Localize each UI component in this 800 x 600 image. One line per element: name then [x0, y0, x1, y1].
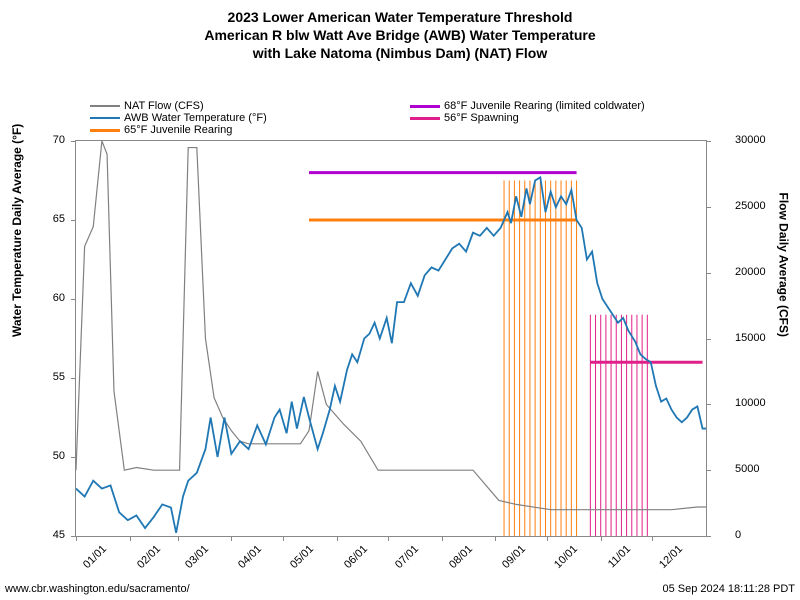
y-axis-left: 455055606570 [20, 140, 70, 535]
title-line1: 2023 Lower American Water Temperature Th… [0, 8, 800, 26]
chart-title: 2023 Lower American Water Temperature Th… [0, 0, 800, 63]
legend-item: NAT Flow (CFS) [90, 100, 267, 112]
plot-svg [76, 141, 706, 536]
legend-label: NAT Flow (CFS) [124, 100, 204, 112]
x-tick: 08/01 [447, 543, 475, 571]
y-right-tick: 25000 [735, 200, 780, 212]
y-left-tick: 45 [20, 529, 65, 541]
y-left-tick: 60 [20, 292, 65, 304]
x-tick: 04/01 [236, 543, 264, 571]
x-tick: 07/01 [393, 543, 421, 571]
title-line3: with Lake Natoma (Nimbus Dam) (NAT) Flow [0, 44, 800, 62]
legend-label: 56°F Spawning [444, 112, 519, 124]
x-tick: 10/01 [552, 543, 580, 571]
y-left-tick: 70 [20, 134, 65, 146]
y-axis-right: 050001000015000200002500030000 [730, 140, 780, 535]
y-right-tick: 20000 [735, 266, 780, 278]
x-tick: 12/01 [658, 543, 686, 571]
x-tick: 05/01 [288, 543, 316, 571]
plot-area [75, 140, 707, 537]
legend-label: 65°F Juvenile Rearing [124, 124, 232, 136]
legend-item: 65°F Juvenile Rearing [90, 124, 267, 136]
y-left-tick: 65 [20, 213, 65, 225]
x-tick: 03/01 [183, 543, 211, 571]
legend-item: 56°F Spawning [410, 112, 645, 124]
x-tick: 06/01 [342, 543, 370, 571]
y-right-tick: 30000 [735, 134, 780, 146]
x-tick: 02/01 [135, 543, 163, 571]
y-left-tick: 55 [20, 371, 65, 383]
legend-item: AWB Water Temperature (°F) [90, 112, 267, 124]
y-right-tick: 5000 [735, 463, 780, 475]
footer-right: 05 Sep 2024 18:11:28 PDT [662, 583, 795, 595]
legend-left: NAT Flow (CFS)AWB Water Temperature (°F)… [90, 100, 267, 136]
y-left-tick: 50 [20, 450, 65, 462]
y-right-tick: 15000 [735, 332, 780, 344]
x-tick: 11/01 [606, 543, 633, 570]
legend-right: 68°F Juvenile Rearing (limited coldwater… [410, 100, 645, 124]
y-right-tick: 0 [735, 529, 780, 541]
legend-item: 68°F Juvenile Rearing (limited coldwater… [410, 100, 645, 112]
y-right-tick: 10000 [735, 397, 780, 409]
chart-container: 2023 Lower American Water Temperature Th… [0, 0, 800, 600]
legend-label: AWB Water Temperature (°F) [124, 112, 267, 124]
footer-left: www.cbr.washington.edu/sacramento/ [5, 583, 190, 595]
title-line2: American R blw Watt Ave Bridge (AWB) Wat… [0, 26, 800, 44]
x-tick: 01/01 [81, 543, 109, 571]
legend-label: 68°F Juvenile Rearing (limited coldwater… [444, 100, 645, 112]
x-tick: 09/01 [500, 543, 528, 571]
